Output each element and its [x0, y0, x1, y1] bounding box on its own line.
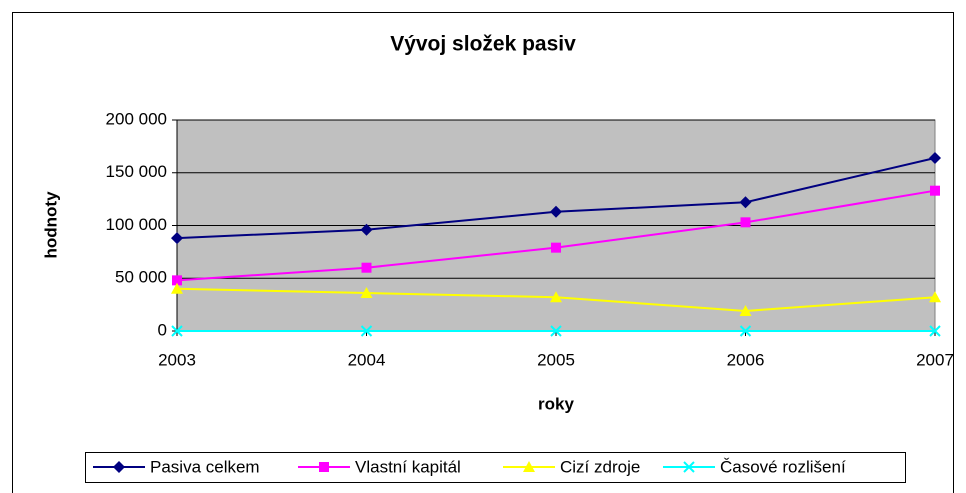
- data-point: [550, 205, 562, 218]
- x-tick-label: 2005: [537, 350, 575, 369]
- legend-marker: [113, 461, 125, 473]
- data-point: [360, 287, 373, 299]
- legend-label: Cizí zdroje: [560, 457, 640, 476]
- legend-label: Pasiva celkem: [150, 457, 260, 476]
- data-point: [739, 196, 752, 209]
- data-point: [550, 291, 562, 303]
- data-point: [171, 282, 183, 294]
- data-point: [360, 223, 373, 236]
- data-point: [929, 325, 941, 337]
- legend-label: Vlastní kapitál: [355, 457, 461, 476]
- data-point: [360, 325, 373, 337]
- x-axis-label: roky: [538, 394, 574, 413]
- data-point: [361, 262, 372, 273]
- legend-marker: [683, 461, 695, 473]
- legend-marker: [523, 461, 535, 472]
- y-tick-label: 100 000: [106, 215, 167, 234]
- chart-title: Vývoj složek pasiv: [390, 33, 576, 56]
- legend-label: Časové rozlišení: [720, 457, 846, 476]
- x-tick-label: 2006: [727, 350, 765, 369]
- x-tick-label: 2004: [348, 350, 386, 369]
- y-tick-label: 150 000: [106, 162, 167, 181]
- data-point: [550, 325, 562, 337]
- data-point: [171, 325, 183, 337]
- legend: [85, 452, 906, 483]
- data-point: [929, 291, 941, 303]
- y-axis-label: hodnoty: [41, 191, 60, 259]
- x-tick-label: 2007: [916, 350, 954, 369]
- legend-marker: [319, 462, 329, 472]
- data-point: [172, 275, 182, 286]
- data-point: [171, 232, 183, 245]
- data-point: [551, 242, 561, 253]
- data-point: [739, 304, 752, 316]
- data-point: [930, 185, 940, 196]
- data-point: [739, 325, 752, 337]
- x-tick-label: 2003: [158, 350, 196, 369]
- y-tick-label: 50 000: [115, 268, 167, 287]
- data-point: [740, 217, 751, 228]
- y-tick-label: 200 000: [106, 109, 167, 128]
- y-tick-label: 0: [158, 320, 167, 339]
- data-point: [929, 151, 941, 164]
